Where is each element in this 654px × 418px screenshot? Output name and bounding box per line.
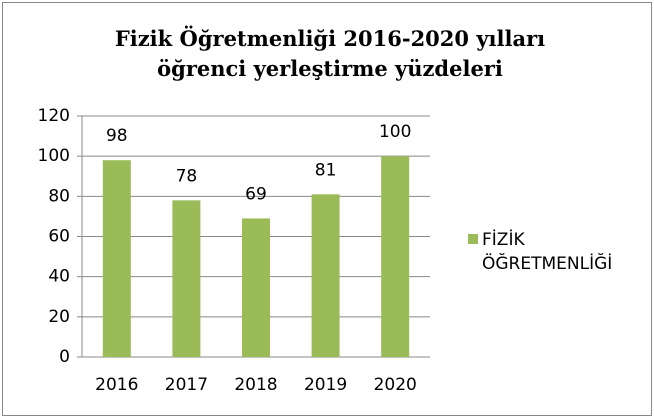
x-tick-label: 2016 [95,375,138,395]
legend: FİZİK ÖĞRETMENLİĞİ [468,228,638,276]
y-tick-label: 20 [48,307,70,327]
bar [242,218,270,357]
chart-title: Fizik Öğretmenliği 2016-2020 yılları öğr… [114,26,546,81]
legend-label: FİZİK ÖĞRETMENLİĞİ [482,230,613,274]
bar [102,160,131,357]
y-tick-label: 0 [59,347,70,367]
data-label: 69 [245,184,267,204]
y-tick-label: 120 [38,106,70,126]
data-label: 100 [379,122,411,142]
legend-swatch [468,234,478,244]
y-tick-label: 100 [38,146,70,166]
bar [172,200,201,357]
x-tick-label: 2017 [165,375,208,395]
y-tick-label: 60 [48,227,70,247]
x-tick-label: 2019 [304,375,347,395]
x-tick-label: 2020 [374,375,417,395]
y-tick-label: 40 [48,267,70,287]
y-tick-label: 80 [48,186,70,206]
data-label: 98 [106,126,128,146]
x-tick-label: 2018 [234,375,277,395]
bar [311,194,340,357]
bar [381,156,410,357]
data-label: 78 [176,166,198,186]
data-label: 81 [315,160,337,180]
